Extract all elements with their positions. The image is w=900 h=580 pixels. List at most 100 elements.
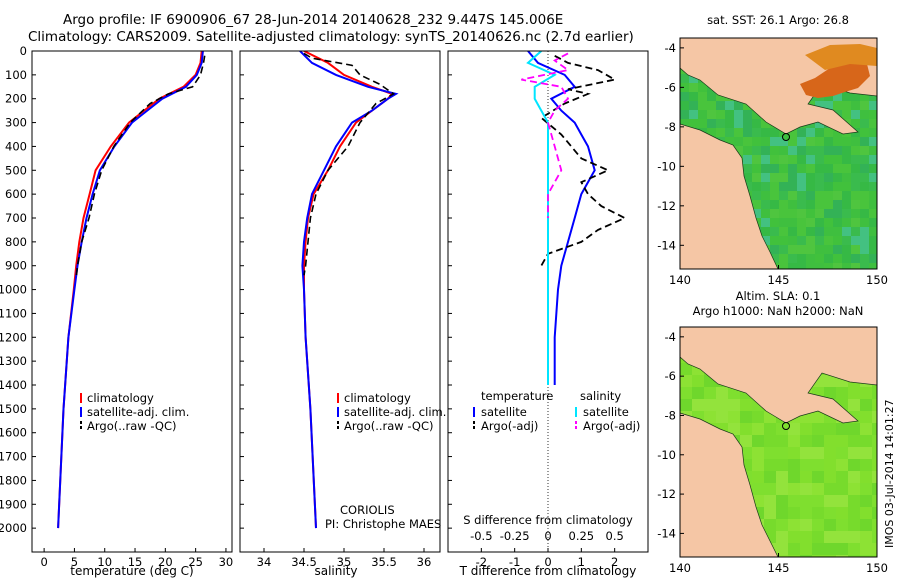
sla-cell [764,435,776,447]
temperature-x-tick-label: 20 [158,555,173,569]
sst-cell [761,173,770,182]
sla-cell [872,435,877,447]
sla-cell [848,435,860,447]
sst-cell [851,245,860,254]
depth-tick-label: 1900 [0,497,27,511]
sla-cell [788,507,800,519]
sla-cell [836,423,848,435]
t-diff-x-tick-label: -2 [476,555,487,569]
sst-cell [743,110,752,119]
sst-cell [860,263,869,269]
sla-cell [800,555,812,557]
sst-cell [869,146,877,155]
sst-cell [707,119,716,128]
legend-entry: satellite-adj. clim. [344,405,446,419]
sst-cell [680,101,689,110]
sla-cell [836,435,848,447]
salinity-x-tick-label: 34 [257,555,272,569]
depth-tick-label: 1600 [0,426,27,440]
sst-cell [788,254,797,263]
sla-cell [764,483,776,495]
sst-cell [842,173,851,182]
sst-cell [779,191,788,200]
sst-cell [788,209,797,218]
sst-cell [770,200,779,209]
sla-cell [872,555,877,557]
sla-cell [860,447,872,459]
salinity-xlabel: salinity [314,564,357,578]
sla-cell [872,447,877,459]
map-y-tick-label: -4 [665,41,676,55]
sla-cell [776,447,788,459]
temperature-panel: 0100200300400500600700800900100011001200… [0,44,233,578]
sla-cell [824,555,836,557]
sst-cell [860,200,869,209]
sst-cell [788,218,797,227]
sst-cell [779,173,788,182]
map-y-tick-label: -6 [665,369,676,383]
sst-cell [869,227,877,236]
sst-cell [869,236,877,245]
salinity-x-tick-label: 35.5 [371,555,397,569]
salinity-series-group [299,51,399,529]
t-difference-x-axis: -2 -1 0 1 2 [476,548,618,569]
sst-cell [860,209,869,218]
sst-cell [806,254,815,263]
sst-cell [752,182,761,191]
sla-cell [812,543,824,555]
sst-cell [797,191,806,200]
sla-cell [800,459,812,471]
sla-cell [704,411,716,423]
sst-cell [833,227,842,236]
sst-cell [842,245,851,254]
depth-tick-label: 1200 [0,330,27,344]
sst-cell [860,236,869,245]
sla-cell [764,507,776,519]
sst-cell [779,146,788,155]
figure-title-line2: Climatology: CARS2009. Satellite-adjuste… [28,29,634,45]
sst-cell [698,110,707,119]
warm-sst-patch-north [805,44,877,70]
sst-cell [815,254,824,263]
sst-cell [824,209,833,218]
argo-float-marker [782,422,790,430]
sst-cell [806,191,815,200]
salinity-x-tick-label: 34.5 [291,555,317,569]
sla-cell [776,459,788,471]
sst-cell [824,164,833,173]
sst-cell [788,173,797,182]
sst-cell [752,146,761,155]
temperature-xlabel: temperature (deg C) [70,564,193,578]
sst-cell [797,227,806,236]
sst-cell [869,200,877,209]
sla-cell [800,423,812,435]
legend-entry: climatology [344,391,411,405]
sst-cell [869,191,877,200]
map-y-tick-label: -8 [665,120,676,134]
sst-cell [833,146,842,155]
sst-cell [770,218,779,227]
sla-cell [776,519,788,531]
sst-cell [869,128,877,137]
sla-cell [764,423,776,435]
sla-cell [848,507,860,519]
sst-cell [761,236,770,245]
sst-cell [824,227,833,236]
sst-cell [824,254,833,263]
depth-axis: 0 100 200 300 400 500 600 700 800 900 1000 1100 1200… [0,44,36,535]
depth-tick-label: 1100 [0,306,27,320]
legend-entry: Argo(..raw -QC) [344,419,434,433]
sla-cell [836,555,848,557]
sst-cell [752,137,761,146]
sst-cell [833,92,842,101]
sst-cell [851,137,860,146]
sst-cell [851,218,860,227]
sst-cell [851,173,860,182]
sla-cell [812,555,824,557]
sla-cell [812,495,824,507]
sst-cell [860,218,869,227]
sla-cell [788,483,800,495]
sla-cell [848,519,860,531]
sst-cell [680,110,689,119]
